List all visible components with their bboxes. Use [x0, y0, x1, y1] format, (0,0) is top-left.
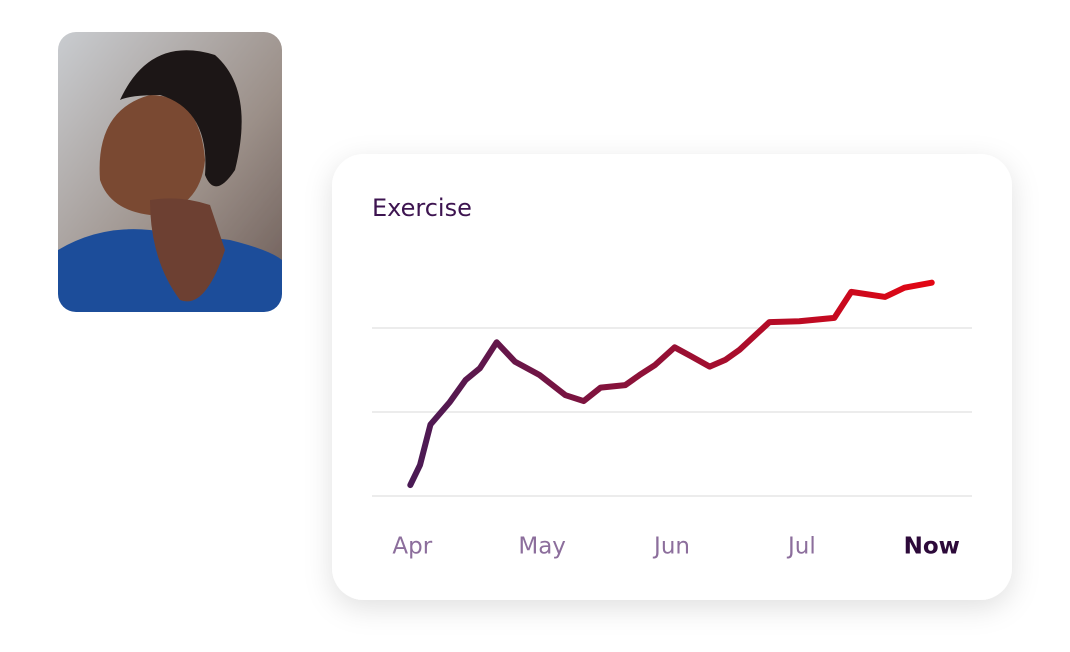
chart-title: Exercise [372, 194, 472, 222]
x-tick-label: Apr [392, 534, 432, 560]
x-tick-label: Now [904, 534, 960, 560]
card [332, 154, 1012, 600]
x-tick-label: Jul [786, 534, 816, 560]
x-tick-label: Jun [652, 534, 690, 560]
x-tick-label: May [518, 534, 566, 560]
photo [58, 32, 282, 312]
line [407, 279, 935, 489]
